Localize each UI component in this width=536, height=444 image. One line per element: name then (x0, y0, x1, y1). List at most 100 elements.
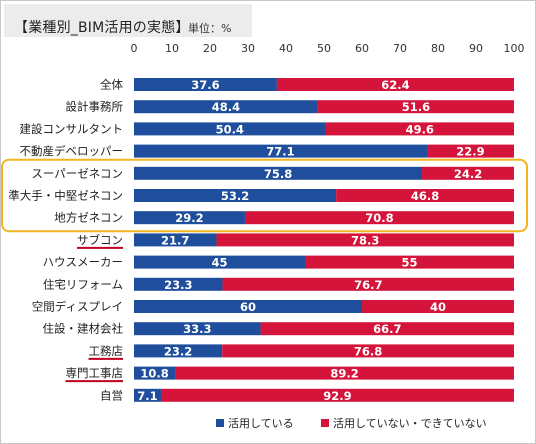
category-label: スーパーゼネコン (31, 166, 123, 180)
category-label: 設計事務所 (66, 100, 124, 114)
bar-segment (134, 122, 326, 136)
category-label: 建設コンサルタント (20, 122, 124, 136)
bar-segment (134, 366, 176, 380)
data-label: 23.2 (164, 344, 192, 358)
x-tick-label: 30 (241, 42, 255, 55)
x-tick-label: 60 (355, 42, 369, 55)
unit-label: 単位：% (188, 22, 232, 35)
data-label: 78.3 (351, 233, 379, 247)
legend-label: 活用していない・できていない (333, 417, 487, 430)
data-label: 66.7 (373, 322, 401, 336)
bars (134, 78, 515, 402)
legend-swatch (216, 419, 224, 427)
bar-segment (134, 189, 337, 202)
bar-segment (134, 211, 245, 225)
bar-segment (134, 78, 277, 91)
category-label: 地方ゼネコン (54, 211, 123, 225)
bar-segment (134, 166, 423, 180)
data-label: 50.4 (216, 122, 244, 136)
category-label: ハウスメーカー (43, 255, 124, 269)
x-tick-label: 80 (431, 42, 445, 55)
data-label: 62.4 (381, 78, 409, 92)
data-label: 60 (240, 300, 256, 314)
x-tick-label: 40 (279, 42, 293, 55)
data-label: 75.8 (264, 167, 292, 181)
bar-segment (160, 388, 515, 402)
category-label: 住宅リフォーム (43, 277, 123, 291)
x-tick-label: 90 (469, 42, 483, 55)
data-label: 76.8 (354, 344, 382, 358)
bar-segment (325, 122, 514, 136)
bar-segment (175, 366, 515, 380)
bar-segment (134, 344, 223, 358)
bar-segment (216, 233, 514, 247)
category-label: 専門工事店 (66, 366, 124, 380)
highlight-layer (1, 158, 528, 233)
category-label: 不動産デベロッパー (20, 144, 124, 158)
highlight-box (1, 158, 528, 233)
data-label: 92.9 (323, 389, 351, 403)
data-label: 24.2 (454, 167, 482, 181)
data-label: 21.7 (161, 233, 189, 247)
data-label: 70.8 (365, 211, 393, 225)
x-tick-label: 0 (131, 42, 138, 55)
bar-segment (134, 100, 318, 114)
bar-segment (222, 344, 514, 358)
data-label: 49.6 (406, 122, 434, 136)
chart-title: 【業種別_BIM活用の実態】 (14, 20, 190, 36)
x-axis-ticks: 0 10 20 30 40 50 60 70 80 90 100 (131, 42, 525, 55)
bar-segment (260, 322, 514, 336)
bar-segment (426, 144, 514, 158)
bar-segment (362, 300, 514, 313)
data-label: 7.1 (137, 389, 157, 403)
x-tick-label: 70 (393, 42, 407, 55)
legend-swatch (321, 419, 329, 427)
category-label: 空間ディスプレイ (32, 300, 123, 314)
bar-segment (134, 255, 305, 269)
bar-segment (222, 277, 515, 291)
category-label: サブコン (77, 233, 123, 247)
category-label: 準大手・中堅ゼネコン (8, 189, 123, 203)
bar-segment (134, 300, 362, 313)
data-label: 89.2 (330, 367, 358, 381)
data-label: 23.3 (164, 278, 192, 292)
data-label: 77.1 (266, 145, 294, 159)
bar-segment (134, 322, 261, 336)
category-label: 住設・建材会社 (43, 322, 124, 336)
category-label: 全体 (100, 78, 123, 92)
value-labels: 37.6 62.4 48.4 51.6 50.4 49.6 77.1 22.9 75.8 24.2… (137, 78, 484, 403)
bar-segment (336, 189, 514, 202)
data-label: 37.6 (191, 78, 219, 92)
data-label: 55 (401, 256, 417, 270)
legend-label: 活用している (228, 417, 294, 430)
data-label: 51.6 (402, 100, 430, 114)
data-label: 53.2 (221, 189, 249, 203)
bar-segment (244, 211, 514, 225)
category-label: 自営 (100, 388, 123, 402)
bar-segment (422, 166, 514, 180)
bar-segment (134, 144, 427, 158)
data-label: 40 (430, 300, 446, 314)
data-label: 48.4 (212, 100, 240, 114)
bar-segment (276, 78, 514, 91)
category-label: 工務店 (89, 344, 124, 358)
bar-segment (134, 388, 161, 402)
bar-segment (305, 255, 514, 269)
x-tick-label: 20 (203, 42, 217, 55)
data-label: 29.2 (175, 211, 203, 225)
data-label: 45 (211, 256, 227, 270)
x-tick-label: 10 (165, 42, 179, 55)
legend: 活用している 活用していない・できていない (216, 417, 487, 430)
data-label: 46.8 (411, 189, 439, 203)
bar-segment (317, 100, 514, 114)
data-label: 76.7 (354, 278, 382, 292)
category-labels: 全体設計事務所建設コンサルタント不動産デベロッパースーパーゼネコン準大手・中堅ゼ… (8, 78, 123, 403)
x-tick-label: 50 (317, 42, 331, 55)
bar-segment (134, 277, 223, 291)
data-label: 33.3 (183, 322, 211, 336)
bar-segment (134, 233, 217, 247)
data-label: 10.8 (140, 367, 168, 381)
x-tick-label: 100 (504, 42, 525, 55)
data-label: 22.9 (456, 145, 484, 159)
